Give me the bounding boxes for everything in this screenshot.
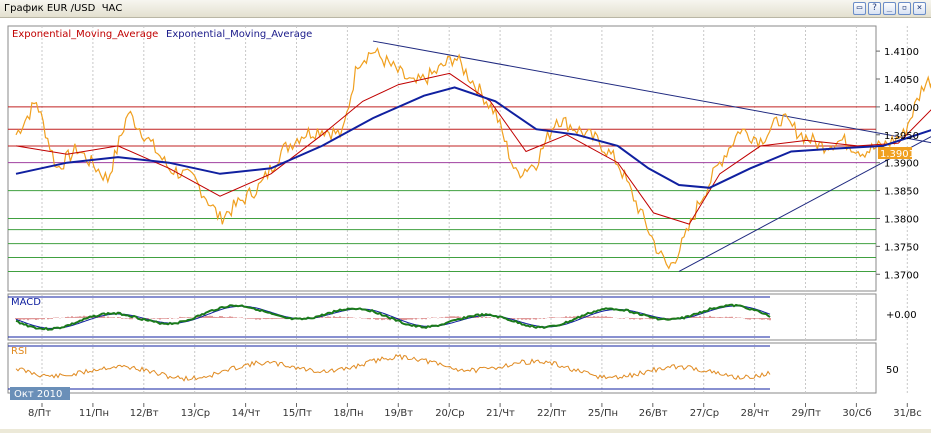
y-tick-label: 1.3750 xyxy=(884,242,919,253)
rsi-tick-label: 50 xyxy=(886,365,899,376)
trendline xyxy=(372,40,931,144)
x-tick-label: 8/Пт xyxy=(28,408,51,419)
minimize-button[interactable]: _ xyxy=(883,2,896,15)
y-tick-label: 1.3850 xyxy=(884,187,919,198)
price-chart-svg[interactable]: Exponential_Moving_Average Exponential_M… xyxy=(0,18,931,429)
rsi-title: RSI xyxy=(11,346,27,357)
y-tick-label: 1.3800 xyxy=(884,214,919,225)
legend-ema-slow: Exponential_Moving_Average xyxy=(166,29,312,40)
rsi-line xyxy=(15,354,771,382)
month-label: Окт 2010 xyxy=(14,389,62,400)
x-tick-label: 20/Ср xyxy=(435,408,464,419)
main-pane xyxy=(7,25,877,292)
x-tick-label: 28/Чт xyxy=(741,408,770,419)
x-tick-label: 18/Пн xyxy=(333,408,363,419)
y-tick-label: 1.4100 xyxy=(884,47,919,58)
rsi-pane xyxy=(7,342,877,394)
x-tick-label: 29/Пт xyxy=(792,408,822,419)
x-tick-label: 25/Пн xyxy=(588,408,618,419)
window-title-bar: График EUR /USD ЧАС ▭ ? _ ▫ × xyxy=(0,0,931,18)
chart-info-button[interactable]: ? xyxy=(868,2,881,15)
y-tick-label: 1.4050 xyxy=(884,75,919,86)
x-tick-label: 14/Чт xyxy=(232,408,261,419)
current-price-label: 1.3901 xyxy=(880,149,915,160)
y-axis-ticks: 1.4100 1.4050 1.4000 1.3950 1.3900 1.3850 1.38… xyxy=(876,47,919,281)
x-tick-label: 11/Пн xyxy=(79,408,109,419)
x-tick-label: 27/Ср xyxy=(690,408,719,419)
x-tick-label: 21/Чт xyxy=(486,408,515,419)
x-tick-label: 15/Пт xyxy=(283,408,313,419)
y-tick-label: 1.3700 xyxy=(884,270,919,281)
current-price-marker xyxy=(878,147,912,159)
chart-settings-button[interactable]: ▭ xyxy=(853,2,866,15)
price-series-line xyxy=(15,46,931,270)
close-button[interactable]: × xyxy=(913,2,926,15)
macd-pane xyxy=(7,293,877,341)
x-tick-label: 26/Вт xyxy=(639,408,668,419)
y-tick-label: 1.4000 xyxy=(884,103,919,114)
x-tick-label: 30/Сб xyxy=(842,408,871,419)
x-tick-label: 22/Пт xyxy=(537,408,567,419)
x-tick-label: 12/Вт xyxy=(130,408,159,419)
restore-button[interactable]: ▫ xyxy=(898,2,911,15)
y-tick-label: 1.3950 xyxy=(884,131,919,142)
ema-slow-line xyxy=(15,86,931,189)
macd-line xyxy=(15,303,771,331)
x-tick-label: 31/Вс xyxy=(893,408,921,419)
chart-frame: Exponential_Moving_Average Exponential_M… xyxy=(0,18,931,429)
macd-tick-label: +0.00 xyxy=(886,310,917,321)
macd-title: MACD xyxy=(11,297,41,308)
ema-fast-line xyxy=(15,72,931,225)
x-tick-label: 19/Вт xyxy=(384,408,413,419)
x-tick-label: 13/Ср xyxy=(181,408,210,419)
y-tick-label: 1.3900 xyxy=(884,159,919,170)
x-axis-labels: 8/Пт 11/Пн 12/Вт 13/Ср 14/Чт 15/Пт 18/Пн 19/Вт 2… xyxy=(28,403,922,419)
month-badge xyxy=(10,387,70,400)
window-title: График EUR /USD ЧАС xyxy=(4,3,123,14)
legend-ema-fast: Exponential_Moving_Average xyxy=(12,29,158,40)
